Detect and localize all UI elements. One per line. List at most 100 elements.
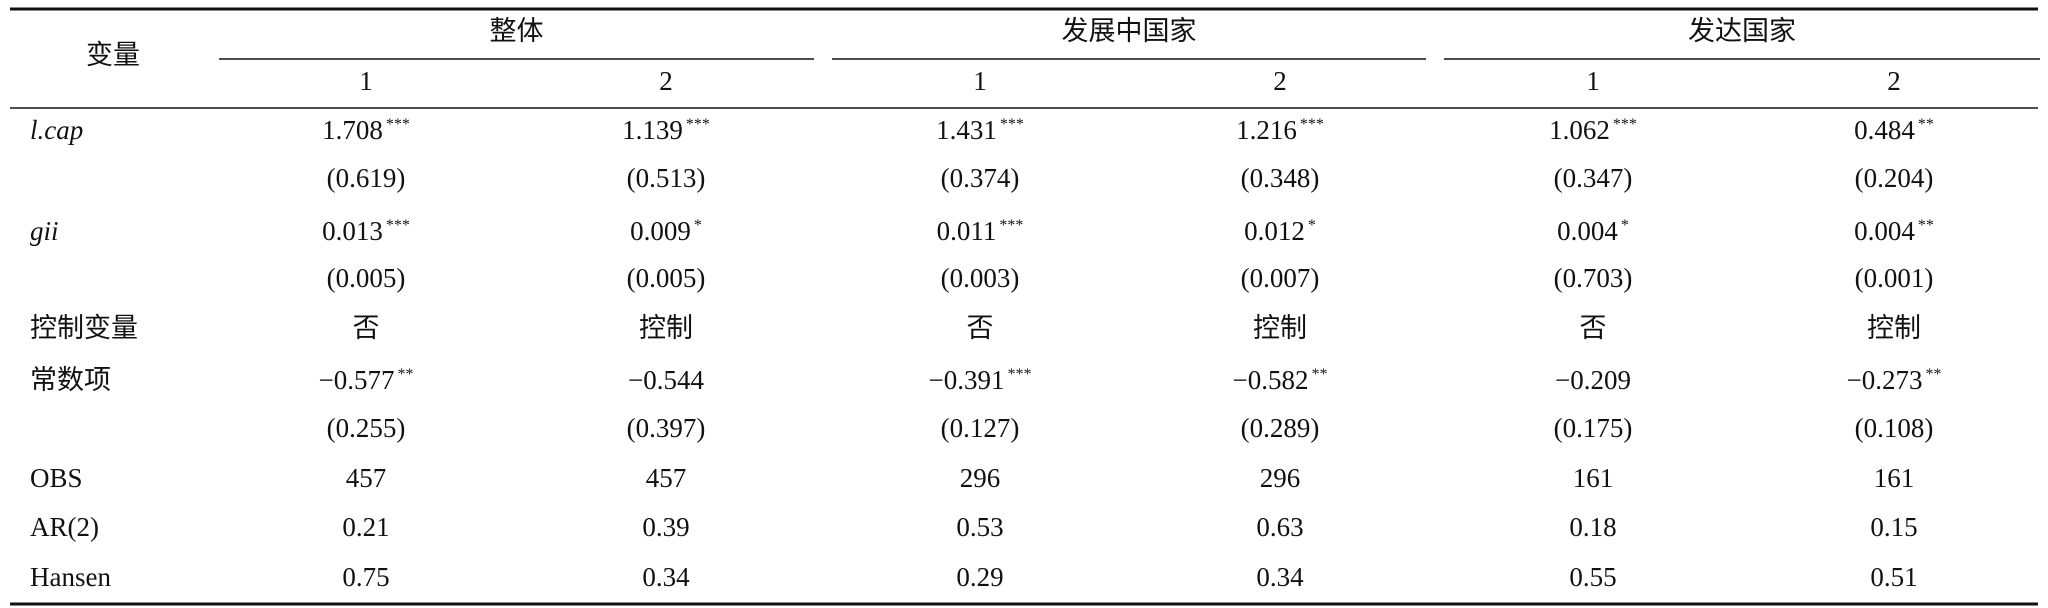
cell: (0.347) xyxy=(1554,163,1633,193)
cell: 1.139 *** xyxy=(622,115,710,145)
cell-value: 0.013 xyxy=(322,216,383,246)
cell: (0.108) xyxy=(1855,413,1934,443)
cell-value: 0.004 xyxy=(1854,216,1915,246)
cell: −0.209 xyxy=(1555,365,1631,395)
significance-stars: * xyxy=(1621,217,1629,234)
cell-value: 0.004 xyxy=(1557,216,1618,246)
cell: (0.703) xyxy=(1554,263,1633,293)
cell: 1.216 *** xyxy=(1236,115,1324,145)
cell-value: −0.391 xyxy=(929,365,1005,395)
significance-stars: *** xyxy=(1000,116,1024,133)
row-label-header: 变量 xyxy=(86,40,140,70)
cell-value: 0.484 xyxy=(1854,115,1915,145)
cell: (0.513) xyxy=(627,163,706,193)
cell: (0.127) xyxy=(941,413,1020,443)
cell-value: −0.582 xyxy=(1233,365,1309,395)
cell: (0.348) xyxy=(1241,163,1320,193)
significance-stars: * xyxy=(1308,217,1316,234)
cell: 0.013 *** xyxy=(322,216,410,246)
cell: (0.003) xyxy=(941,263,1020,293)
row-label: 常数项 xyxy=(30,365,111,395)
significance-stars: *** xyxy=(999,217,1023,234)
cell: 161 xyxy=(1573,463,1614,493)
row-label: OBS xyxy=(30,463,83,493)
column-header: 2 xyxy=(1273,66,1287,96)
cell: 0.34 xyxy=(1256,562,1304,592)
column-header: 2 xyxy=(1887,66,1901,96)
cell: 0.53 xyxy=(956,512,1003,542)
group-header: 整体 xyxy=(490,16,544,46)
cell-value: 1.139 xyxy=(622,115,683,145)
cell: 否 xyxy=(1580,313,1607,343)
cell: 控制 xyxy=(1253,313,1307,343)
cell: 0.34 xyxy=(642,562,690,592)
significance-stars: *** xyxy=(386,116,410,133)
cell: (0.007) xyxy=(1241,263,1320,293)
cell: 0.484 ** xyxy=(1854,115,1934,145)
cell: −0.273 ** xyxy=(1847,365,1942,395)
significance-stars: ** xyxy=(1311,366,1327,383)
cell: (0.255) xyxy=(327,413,406,443)
significance-stars: *** xyxy=(1300,116,1324,133)
cell: (0.397) xyxy=(627,413,706,443)
cell: (0.005) xyxy=(627,263,706,293)
cell: (0.175) xyxy=(1554,413,1633,443)
significance-stars: * xyxy=(694,217,702,234)
cell: (0.374) xyxy=(941,163,1020,193)
cell-value: −0.577 xyxy=(319,365,395,395)
cell-value: 1.216 xyxy=(1236,115,1297,145)
cell: 控制 xyxy=(1867,313,1921,343)
cell: 控制 xyxy=(639,313,693,343)
cell-value: 0.012 xyxy=(1244,216,1305,246)
cell: (0.005) xyxy=(327,263,406,293)
cell: −0.544 xyxy=(628,365,704,395)
group-header: 发展中国家 xyxy=(1062,16,1197,46)
row-label: l.cap xyxy=(30,115,83,145)
cell: 457 xyxy=(346,463,387,493)
cell: 0.39 xyxy=(642,512,689,542)
column-header: 2 xyxy=(659,66,673,96)
cell: 0.15 xyxy=(1870,512,1917,542)
significance-stars: *** xyxy=(686,116,710,133)
cell: 0.011 *** xyxy=(937,216,1024,246)
cell: −0.391 *** xyxy=(929,365,1032,395)
group-header: 发达国家 xyxy=(1688,16,1796,46)
significance-stars: *** xyxy=(1007,366,1031,383)
cell: 0.29 xyxy=(956,562,1003,592)
cell: (0.289) xyxy=(1241,413,1320,443)
column-header: 1 xyxy=(359,66,373,96)
cell-value: 1.062 xyxy=(1549,115,1610,145)
cell: 296 xyxy=(1260,463,1301,493)
cell: 1.708 *** xyxy=(322,115,410,145)
significance-stars: ** xyxy=(397,366,413,383)
cell: −0.577 ** xyxy=(319,365,414,395)
significance-stars: *** xyxy=(1613,116,1637,133)
cell: −0.582 ** xyxy=(1233,365,1328,395)
cell: (0.204) xyxy=(1855,163,1934,193)
cell: 0.012 * xyxy=(1244,216,1316,246)
cell: 0.18 xyxy=(1569,512,1616,542)
cell: 0.21 xyxy=(342,512,389,542)
cell: 1.431 *** xyxy=(936,115,1024,145)
row-label: AR(2) xyxy=(30,512,99,542)
cell: (0.619) xyxy=(327,163,406,193)
significance-stars: ** xyxy=(1925,366,1941,383)
cell: 1.062 *** xyxy=(1549,115,1637,145)
cell: 0.55 xyxy=(1569,562,1616,592)
significance-stars: *** xyxy=(386,217,410,234)
cell: 296 xyxy=(960,463,1001,493)
row-label: 控制变量 xyxy=(30,313,138,343)
cell: 0.009 * xyxy=(630,216,702,246)
cell: 否 xyxy=(353,313,380,343)
column-header: 1 xyxy=(973,66,987,96)
cell: 161 xyxy=(1874,463,1915,493)
cell: (0.001) xyxy=(1855,263,1934,293)
cell-value: 1.708 xyxy=(322,115,383,145)
cell-value: 1.431 xyxy=(936,115,997,145)
cell: 457 xyxy=(646,463,687,493)
row-label: gii xyxy=(30,216,59,246)
cell: 0.51 xyxy=(1870,562,1917,592)
cell: 0.004 ** xyxy=(1854,216,1934,246)
